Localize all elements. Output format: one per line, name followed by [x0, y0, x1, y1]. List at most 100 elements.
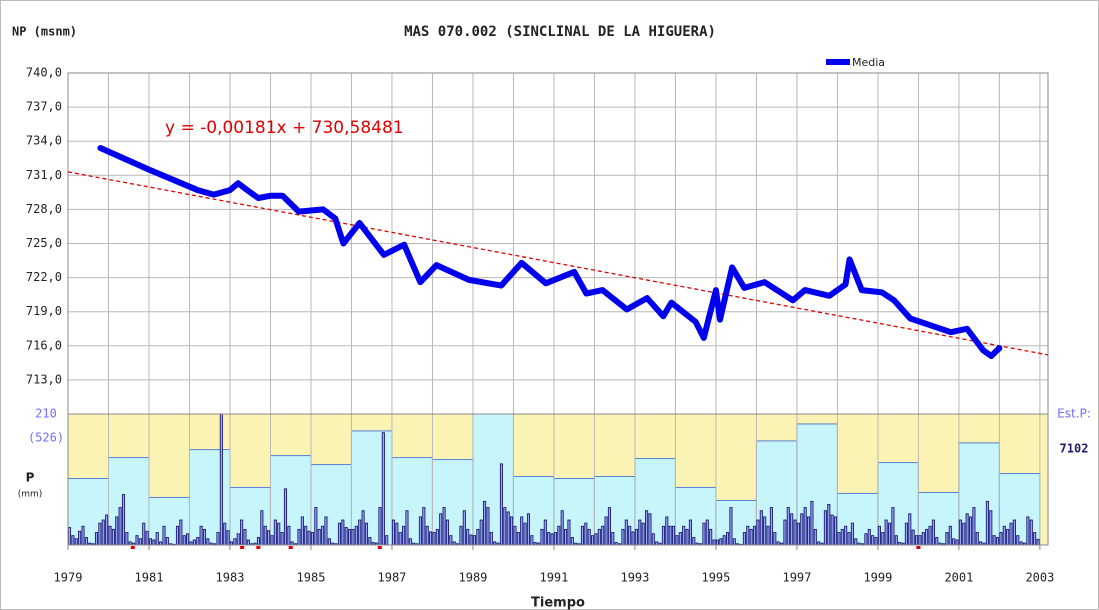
monthly-bar: [813, 528, 817, 546]
monthly-bar: [844, 525, 848, 546]
monthly-bar: [992, 535, 996, 546]
monthly-bar: [1009, 522, 1013, 546]
monthly-bar: [611, 532, 615, 546]
monthly-bar: [1016, 535, 1020, 546]
monthly-bar: [145, 530, 149, 546]
monthly-bar: [871, 535, 875, 546]
monthly-bar: [830, 514, 834, 546]
monthly-bar: [945, 532, 949, 546]
monthly-bar: [445, 519, 450, 546]
monthly-bar: [84, 537, 88, 546]
monthly-bar: [607, 507, 611, 546]
monthly-bar: [631, 531, 635, 546]
monthly-bar: [283, 488, 288, 546]
monthly-bar: [965, 513, 969, 546]
monthly-bar: [432, 532, 436, 546]
monthly-bar: [422, 507, 426, 546]
precip-top-tick: 210: [35, 407, 57, 421]
monthly-bar: [402, 525, 406, 546]
monthly-bar: [398, 532, 402, 546]
monthly-bar: [216, 532, 220, 546]
monthly-bar: [604, 516, 608, 546]
monthly-bar: [162, 525, 166, 546]
monthly-bar: [763, 516, 767, 546]
y-tick-label: 716,0: [26, 338, 62, 352]
monthly-bar: [719, 538, 723, 546]
monthly-bar: [648, 513, 652, 546]
monthly-bar: [958, 519, 962, 546]
monthly-bar: [837, 532, 841, 546]
monthly-bar: [327, 538, 331, 546]
monthly-bar: [810, 500, 814, 546]
monthly-bar: [543, 519, 547, 546]
monthly-bar: [759, 510, 763, 546]
monthly-bar: [675, 535, 679, 546]
monthly-bar: [624, 519, 628, 546]
missing-marker: [288, 546, 293, 549]
monthly-bar: [523, 522, 527, 546]
monthly-bar: [665, 516, 669, 546]
monthly-bar: [557, 525, 561, 546]
monthly-bar: [678, 532, 682, 546]
monthly-bar: [550, 533, 554, 546]
y-tick-label: 731,0: [26, 168, 62, 182]
monthly-bar: [202, 528, 207, 546]
monthly-bar: [381, 432, 385, 546]
monthly-bar: [459, 525, 463, 546]
missing-marker: [130, 546, 135, 549]
x-tick-label: 1991: [539, 571, 568, 585]
monthly-bar: [223, 522, 227, 546]
x-tick-label: 1993: [620, 571, 649, 585]
monthly-bar: [904, 522, 908, 546]
monthly-bar: [138, 538, 142, 546]
monthly-bar: [516, 532, 520, 546]
monthly-bar: [105, 514, 109, 546]
monthly-bar: [304, 525, 308, 546]
monthly-bar: [911, 529, 915, 546]
monthly-bar: [591, 535, 595, 546]
monthly-bar: [1029, 519, 1033, 546]
monthly-bar: [1036, 538, 1040, 546]
monthly-bar: [833, 516, 838, 546]
monthly-bar: [111, 528, 115, 546]
monthly-bar: [196, 537, 200, 546]
monthly-bar: [317, 528, 321, 546]
monthly-bar: [587, 528, 591, 546]
monthly-bar: [682, 525, 686, 546]
precip-annual-tick: (526): [28, 431, 64, 445]
monthly-bar: [361, 510, 365, 546]
monthly-bar: [483, 500, 487, 546]
y-tick-label: 740,0: [26, 66, 62, 80]
x-tick-label: 1997: [782, 571, 811, 585]
x-tick-label: 1987: [378, 571, 407, 585]
monthly-bar: [634, 528, 638, 546]
monthly-bar: [155, 532, 159, 546]
monthly-bar: [884, 519, 888, 546]
x-tick-label: 2001: [944, 571, 973, 585]
monthly-bar: [520, 516, 524, 546]
monthly-bar: [503, 507, 507, 546]
monthly-bar: [712, 539, 716, 546]
monthly-bar: [118, 507, 122, 546]
monthly-bar: [864, 533, 868, 546]
monthly-bar: [766, 525, 770, 546]
monthly-bar: [479, 519, 483, 546]
monthly-bar: [418, 516, 423, 546]
monthly-bar: [395, 522, 399, 546]
monthly-bar: [391, 519, 396, 546]
monthly-bar: [547, 532, 551, 546]
monthly-bar: [628, 525, 632, 546]
monthly-bar: [877, 525, 881, 546]
monthly-bar: [408, 538, 412, 546]
monthly-bar: [280, 532, 284, 546]
monthly-bar: [746, 525, 750, 546]
monthly-bar: [891, 507, 895, 546]
monthly-bar: [847, 532, 851, 546]
monthly-bar: [645, 510, 649, 546]
monthly-bar: [952, 538, 956, 546]
monthly-bar: [462, 510, 466, 546]
monthly-bar: [827, 504, 831, 546]
series-line: [97, 145, 1003, 360]
monthly-bar: [928, 525, 932, 546]
legend-label: Media: [852, 56, 885, 69]
